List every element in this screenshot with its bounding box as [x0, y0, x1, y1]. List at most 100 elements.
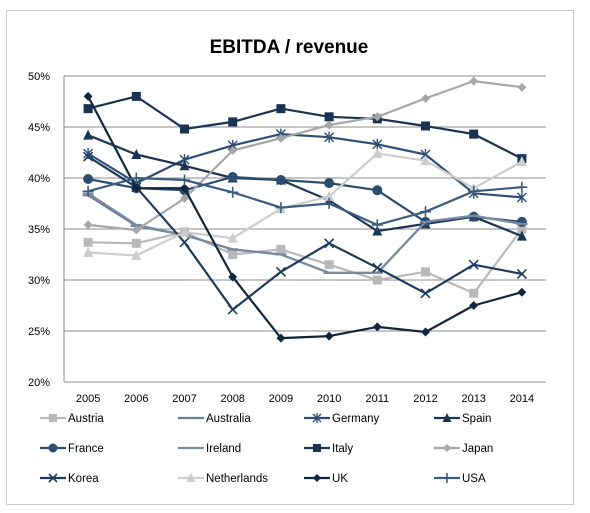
- data-point-japan: [131, 225, 141, 235]
- data-point-austria: [131, 238, 141, 248]
- data-point-italy: [228, 117, 238, 127]
- y-tick-label: 25%: [28, 326, 50, 338]
- data-point-netherlands: [372, 148, 383, 159]
- data-point-korea: [275, 266, 286, 277]
- data-point-spain: [83, 129, 94, 140]
- data-point-france: [275, 175, 286, 186]
- legend-label-austria: Austria: [68, 413, 104, 425]
- data-point-usa: [371, 219, 383, 231]
- y-tick-label: 40%: [28, 173, 50, 185]
- legend-marker-italy: [313, 444, 321, 452]
- series-line-italy: [87, 95, 523, 160]
- legend-label-korea: Korea: [68, 473, 99, 485]
- legend-label-france: France: [68, 443, 104, 455]
- data-point-korea: [227, 304, 238, 315]
- data-point-netherlands: [324, 190, 335, 201]
- data-point-italy: [421, 121, 430, 131]
- data-point-netherlands: [83, 246, 94, 257]
- data-point-usa: [516, 181, 528, 193]
- series-line-spain: [87, 134, 523, 238]
- data-point-italy: [131, 91, 141, 101]
- data-point-netherlands: [227, 232, 238, 243]
- data-point-germany: [324, 131, 335, 143]
- data-point-korea: [420, 288, 431, 299]
- data-point-japan: [469, 76, 479, 86]
- data-point-italy: [83, 104, 93, 114]
- data-point-netherlands: [179, 226, 190, 237]
- data-point-france: [372, 185, 383, 196]
- series-line-austria: [88, 228, 523, 295]
- series-line-ireland: [87, 192, 523, 274]
- data-point-korea: [468, 259, 479, 270]
- data-point-korea: [516, 268, 527, 279]
- data-point-italy: [276, 104, 286, 114]
- x-tick-label: 2011: [365, 393, 389, 405]
- x-tick-label: 2012: [413, 393, 437, 405]
- data-point-uk: [228, 272, 238, 282]
- data-point-uk: [131, 183, 141, 193]
- data-point-germany: [516, 191, 527, 203]
- x-tick-label: 2009: [269, 393, 293, 405]
- legend-marker-korea: [48, 473, 58, 483]
- data-point-usa: [275, 202, 287, 214]
- data-point-france: [516, 216, 527, 227]
- data-point-austria: [83, 237, 93, 247]
- x-tick-label: 2005: [76, 393, 100, 405]
- data-point-spain: [516, 230, 527, 241]
- data-point-austria: [324, 260, 334, 270]
- data-point-japan: [372, 112, 382, 122]
- data-point-japan: [83, 220, 93, 230]
- data-point-korea: [324, 238, 335, 249]
- data-point-france: [324, 178, 335, 189]
- data-point-italy: [324, 112, 334, 122]
- data-point-netherlands: [420, 155, 431, 166]
- data-point-usa: [323, 198, 335, 209]
- data-point-korea: [179, 237, 190, 248]
- data-point-uk: [324, 331, 334, 341]
- series-line-korea: [87, 155, 523, 311]
- x-tick-label: 2010: [317, 393, 341, 405]
- data-point-japan: [228, 145, 238, 155]
- data-point-france: [83, 174, 94, 185]
- data-point-uk: [276, 333, 286, 343]
- y-tick-label: 35%: [28, 224, 50, 236]
- data-point-usa: [179, 174, 190, 186]
- legend-marker-germany: [312, 413, 322, 423]
- y-tick-label: 45%: [28, 122, 50, 134]
- legend-label-uk: UK: [332, 473, 348, 485]
- legend-label-netherlands: Netherlands: [206, 473, 268, 485]
- data-point-austria: [276, 244, 286, 254]
- data-point-spain: [131, 149, 142, 160]
- data-point-italy: [469, 129, 479, 139]
- y-tick-label: 50%: [28, 71, 50, 83]
- legend-label-usa: USA: [462, 473, 486, 485]
- legend-marker-usa: [442, 473, 452, 483]
- data-point-austria: [372, 275, 382, 285]
- data-point-korea: [372, 262, 383, 273]
- y-tick-label: 20%: [28, 377, 50, 389]
- x-tick-label: 2014: [510, 393, 534, 405]
- legend-label-ireland: Ireland: [206, 443, 241, 455]
- data-point-italy: [180, 124, 189, 134]
- x-tick-label: 2007: [172, 393, 196, 405]
- data-point-austria: [517, 224, 527, 234]
- legend-marker-spain: [442, 413, 452, 422]
- data-point-korea: [83, 151, 94, 162]
- data-point-spain: [179, 160, 190, 171]
- data-point-usa: [82, 185, 94, 197]
- legend-marker-austria: [49, 414, 57, 422]
- data-point-usa: [130, 172, 142, 184]
- data-point-usa: [420, 206, 431, 218]
- data-point-uk: [372, 322, 382, 332]
- data-point-uk: [517, 287, 527, 297]
- data-point-usa: [227, 186, 239, 198]
- data-point-austria: [228, 250, 238, 259]
- series-line-uk: [87, 95, 523, 340]
- x-tick-label: 2013: [461, 393, 485, 405]
- legend-label-japan: Japan: [462, 443, 493, 455]
- series-line-netherlands: [88, 152, 523, 257]
- data-point-spain: [372, 225, 383, 236]
- data-point-france: [227, 171, 238, 182]
- x-tick-label: 2008: [220, 393, 244, 405]
- legend-label-italy: Italy: [332, 443, 353, 455]
